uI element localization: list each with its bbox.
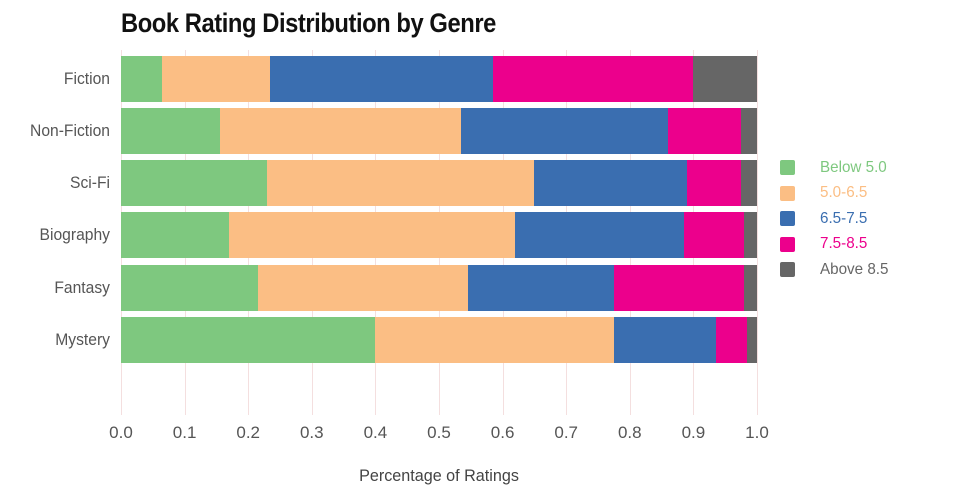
legend-item: Below 5.0 xyxy=(780,155,892,181)
legend-item: 5.0-6.5 xyxy=(780,181,892,207)
bar-segment xyxy=(667,107,742,154)
bar-segment xyxy=(687,160,742,207)
bar-segment xyxy=(461,107,668,154)
bar-segment xyxy=(683,212,745,259)
x-tick-label: 0.7 xyxy=(554,423,579,442)
x-axis-title: Percentage of Ratings xyxy=(359,466,519,485)
gridline xyxy=(757,50,758,415)
legend-item: 6.5-7.5 xyxy=(780,206,892,232)
bar-segment xyxy=(515,212,684,259)
legend: Below 5.0 5.0-6.5 6.5-7.5 7.5-8.5 Above 8.5 xyxy=(780,155,892,283)
y-axis-label: Biography xyxy=(39,225,110,245)
legend-label: 5.0-6.5 xyxy=(820,184,868,202)
x-tick-label: 0.5 xyxy=(427,423,451,442)
legend-label: Above 8.5 xyxy=(820,260,889,278)
bar-segment xyxy=(534,160,687,207)
chart-title: Book Rating Distribution by Genre xyxy=(121,8,496,38)
y-axis-label: Sci-Fi xyxy=(70,173,110,193)
legend-swatch xyxy=(780,236,795,252)
legend-label: 6.5-7.5 xyxy=(820,209,868,227)
bar-row xyxy=(121,160,757,207)
bar-segment xyxy=(747,317,757,363)
x-tick-label: 0.3 xyxy=(299,423,324,442)
x-tick-label: 0.2 xyxy=(236,423,261,442)
bar-segment xyxy=(121,212,230,259)
bar-row xyxy=(121,212,757,259)
bar-segment xyxy=(744,264,757,311)
bar-segment xyxy=(613,317,716,363)
x-tick-label: 0.8 xyxy=(617,423,642,442)
bar-row xyxy=(121,264,757,311)
bar-segment xyxy=(267,160,535,207)
bar-segment xyxy=(744,212,757,259)
x-tick-label: 0.0 xyxy=(109,423,133,442)
x-tick-label: 0.4 xyxy=(363,423,388,442)
bar-segment xyxy=(121,160,268,207)
bar-segment xyxy=(121,264,258,311)
x-tick-label: 1.0 xyxy=(745,423,769,442)
legend-item: Above 8.5 xyxy=(780,257,892,283)
bar-segment xyxy=(257,264,468,311)
bar-segment xyxy=(121,317,376,363)
x-tick-label: 0.1 xyxy=(172,423,197,442)
x-axis: 0.0 0.1 0.2 0.3 0.4 0.5 0.6 0.7 0.8 0.9 1.0 xyxy=(109,423,769,445)
y-axis: Fiction Non-Fiction Sci-Fi Biography Fantasy… xyxy=(0,50,110,415)
bar-segment xyxy=(162,55,271,102)
y-axis-label: Fantasy xyxy=(54,277,110,297)
bar-segment xyxy=(121,55,163,102)
bar-segment xyxy=(741,160,757,207)
bar-segment xyxy=(270,55,494,102)
legend-swatch xyxy=(780,160,795,176)
legend-label: Below 5.0 xyxy=(820,158,887,176)
y-axis-label: Non-Fiction xyxy=(30,120,111,140)
bar-segment xyxy=(375,317,614,363)
legend-swatch xyxy=(780,185,795,201)
bar-segment xyxy=(741,107,757,154)
legend-item: 7.5-8.5 xyxy=(780,232,892,258)
legend-label: 7.5-8.5 xyxy=(820,235,868,253)
legend-swatch xyxy=(780,211,795,227)
bar-segment xyxy=(715,317,748,363)
bar-segment xyxy=(229,212,516,259)
plot-area xyxy=(121,50,758,415)
x-tick-label: 0.9 xyxy=(681,423,706,442)
x-tick-label: 0.6 xyxy=(490,423,515,442)
y-axis-label: Fiction xyxy=(63,68,110,88)
bar-segment xyxy=(219,107,462,154)
y-axis-label: Mystery xyxy=(55,330,110,349)
bar-row xyxy=(121,317,757,363)
bar-segment xyxy=(467,264,614,311)
bar-row xyxy=(121,55,757,102)
bar-segment xyxy=(693,55,757,102)
bar-segment xyxy=(613,264,745,311)
bar-row xyxy=(121,107,757,154)
bar-segment xyxy=(493,55,694,102)
legend-swatch xyxy=(780,262,795,278)
bar-segment xyxy=(121,107,220,154)
